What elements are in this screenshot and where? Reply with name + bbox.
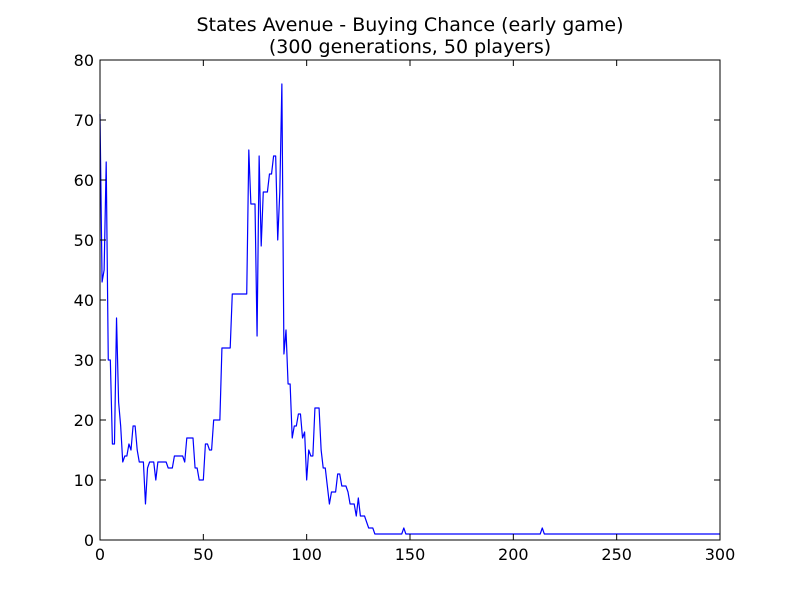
x-tick-label: 0 — [95, 545, 105, 564]
x-tick-label: 200 — [498, 545, 529, 564]
y-tick-label: 80 — [74, 51, 94, 70]
x-tick-label: 100 — [291, 545, 322, 564]
y-tick-label: 60 — [74, 171, 94, 190]
y-tick-label: 0 — [84, 531, 94, 550]
x-tick-label: 50 — [193, 545, 213, 564]
y-tick-label: 20 — [74, 411, 94, 430]
x-tick-label: 150 — [395, 545, 426, 564]
y-tick-label: 10 — [74, 471, 94, 490]
y-tick-label: 40 — [74, 291, 94, 310]
y-tick-label: 30 — [74, 351, 94, 370]
plot-area: 0 50 100 150 200 250 300 0 10 20 30 40 50 60 70 80 — [74, 51, 736, 564]
chart-title: States Avenue - Buying Chance (early gam… — [196, 14, 623, 36]
plot-frame — [99, 59, 721, 541]
y-tick-label: 70 — [74, 111, 94, 130]
series-line — [99, 83, 720, 535]
chart-subtitle: (300 generations, 50 players) — [269, 36, 551, 58]
y-tick-label: 50 — [74, 231, 94, 250]
x-tick-label: 250 — [601, 545, 632, 564]
x-tick-label: 300 — [705, 545, 736, 564]
